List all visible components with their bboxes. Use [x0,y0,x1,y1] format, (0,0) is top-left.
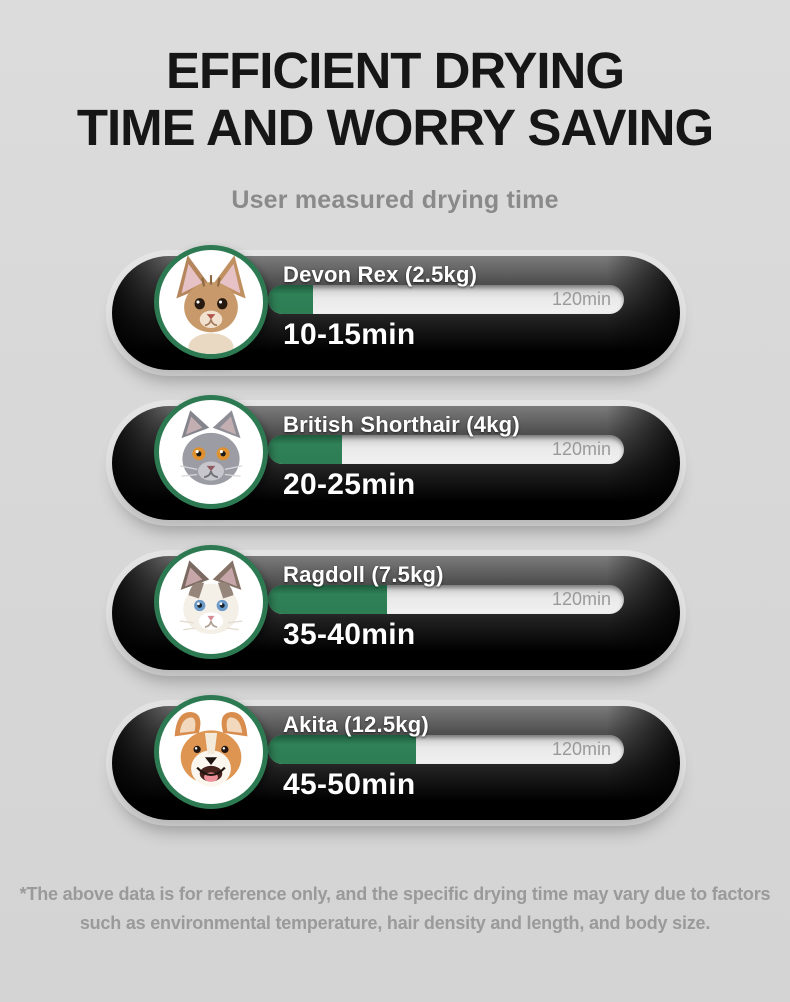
pet-name-label: British Shorthair (4kg) [283,412,520,437]
chart-subtitle: User measured drying time [231,186,559,214]
disclaimer-line2: such as environmental temperature, hair … [79,913,711,933]
drying-time-row-devon-rex: Devon Rex (2.5kg) 120min 10-15min [112,245,680,370]
drying-time-row-british-shorthair: British Shorthair (4kg) 120min 20-25min [112,395,680,520]
pet-name-label: Akita (12.5kg) [283,712,429,737]
drying-time-row-akita: Akita (12.5kg) 120min 45-50min [112,695,680,820]
bar-max-label: 120min [551,439,611,459]
british-shorthair-cat-illustration [179,410,243,485]
bar-max-label: 120min [551,289,611,309]
page-title-line1: EFFICIENT DRYING [165,42,625,99]
drying-time-value: 45-50min [283,768,416,801]
drying-time-bar-fill [268,735,417,764]
page-title-line2: TIME AND WORRY SAVING [76,99,714,156]
disclaimer-line1: *The above data is for reference only, a… [19,884,771,904]
drying-time-bar-fill [268,435,343,464]
pet-name-label: Ragdoll (7.5kg) [283,562,444,587]
drying-time-bar: 120min [268,735,624,764]
drying-time-bar: 120min [268,585,624,614]
page-title: EFFICIENT DRYING TIME AND WORRY SAVING [0,42,790,156]
bar-max-label: 120min [551,589,611,609]
drying-time-value: 10-15min [283,318,416,351]
devon-rex-cat-illustration [176,255,246,354]
drying-time-value: 20-25min [283,468,416,501]
disclaimer-text: *The above data is for reference only, a… [0,880,790,938]
drying-time-row-ragdoll: Ragdoll (7.5kg) 120min 35-40min [112,545,680,670]
drying-time-bar-fill [268,585,387,614]
drying-time-value: 35-40min [283,618,416,651]
bar-max-label: 120min [551,739,611,759]
akita-dog-photo [154,695,268,809]
british-shorthair-cat-photo [154,395,268,509]
pet-name-label: Devon Rex (2.5kg) [283,262,478,287]
drying-time-bar-fill [268,285,313,314]
akita-dog-illustration [174,712,248,787]
drying-time-bar: 120min [268,285,624,314]
ragdoll-cat-photo [154,545,268,659]
ragdoll-cat-illustration [179,560,243,635]
drying-time-bar: 120min [268,435,624,464]
devon-rex-cat-photo [154,245,268,359]
